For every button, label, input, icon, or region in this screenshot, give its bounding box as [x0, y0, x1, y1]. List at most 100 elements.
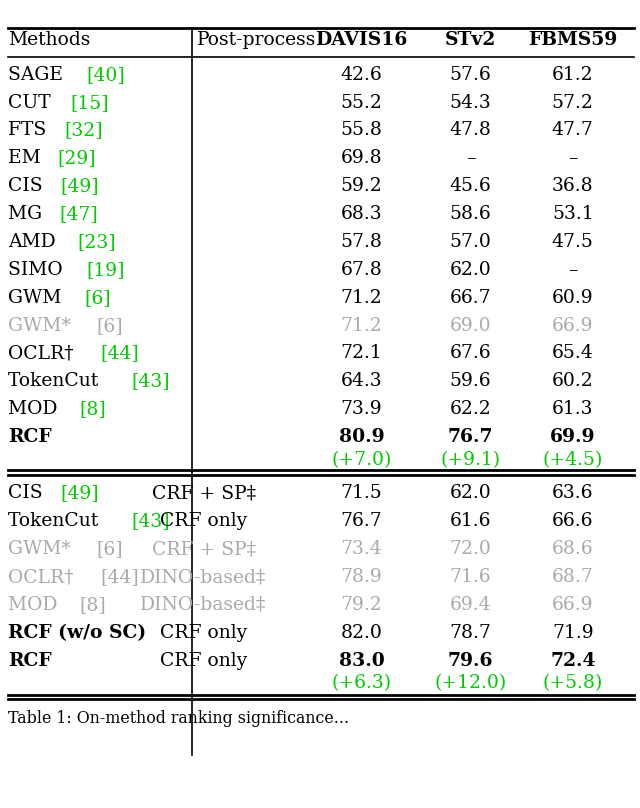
Text: [47]: [47]	[60, 205, 98, 223]
Text: 76.7: 76.7	[447, 428, 493, 446]
Text: –: –	[568, 261, 577, 279]
Text: 79.2: 79.2	[340, 595, 383, 614]
Text: 78.7: 78.7	[449, 624, 492, 642]
Text: SIMO: SIMO	[8, 261, 68, 279]
Text: 58.6: 58.6	[449, 205, 492, 223]
Text: 68.3: 68.3	[340, 205, 383, 223]
Text: 73.9: 73.9	[340, 400, 383, 419]
Text: [32]: [32]	[65, 121, 104, 140]
Text: 82.0: 82.0	[340, 624, 383, 642]
Text: 72.4: 72.4	[550, 651, 596, 670]
Text: 69.9: 69.9	[550, 428, 596, 446]
Text: 76.7: 76.7	[340, 512, 383, 530]
Text: [23]: [23]	[77, 233, 116, 251]
Text: [19]: [19]	[86, 261, 124, 279]
Text: 45.6: 45.6	[449, 177, 492, 196]
Text: CIS: CIS	[8, 484, 48, 503]
Text: 71.6: 71.6	[449, 568, 492, 586]
Text: Table 1: On-method ranking significance...: Table 1: On-method ranking significance.…	[8, 710, 349, 727]
Text: 67.6: 67.6	[449, 344, 492, 363]
Text: MOD: MOD	[8, 595, 63, 614]
Text: 72.1: 72.1	[340, 344, 383, 363]
Text: 64.3: 64.3	[340, 372, 383, 390]
Text: (+7.0): (+7.0)	[332, 451, 392, 469]
Text: 66.9: 66.9	[552, 317, 593, 335]
Text: 57.8: 57.8	[340, 233, 383, 251]
Text: 62.0: 62.0	[449, 484, 492, 503]
Text: 55.2: 55.2	[340, 94, 383, 112]
Text: [6]: [6]	[97, 540, 123, 558]
Text: RCF: RCF	[8, 651, 51, 670]
Text: RCF: RCF	[8, 428, 51, 446]
Text: GWM*: GWM*	[8, 540, 76, 558]
Text: Post-process: Post-process	[197, 32, 317, 49]
Text: [44]: [44]	[100, 344, 139, 363]
Text: GWM*: GWM*	[8, 317, 76, 335]
Text: Methods: Methods	[8, 32, 90, 49]
Text: (+6.3): (+6.3)	[332, 675, 392, 692]
Text: CRF only: CRF only	[160, 651, 247, 670]
Text: 61.2: 61.2	[552, 65, 594, 84]
Text: [40]: [40]	[86, 65, 125, 84]
Text: (+9.1): (+9.1)	[440, 451, 500, 469]
Text: FTS: FTS	[8, 121, 52, 140]
Text: 62.2: 62.2	[449, 400, 492, 419]
Text: OCLR†: OCLR†	[8, 344, 79, 363]
Text: 59.2: 59.2	[340, 177, 383, 196]
Text: 57.0: 57.0	[449, 233, 492, 251]
Text: [44]: [44]	[100, 568, 139, 586]
Text: (+4.5): (+4.5)	[543, 451, 603, 469]
Text: OCLR†: OCLR†	[8, 568, 79, 586]
Text: 66.7: 66.7	[449, 288, 492, 307]
Text: GWM: GWM	[8, 288, 67, 307]
Text: CRF only: CRF only	[160, 624, 247, 642]
Text: –: –	[568, 149, 577, 167]
Text: MOD: MOD	[8, 400, 63, 419]
Text: [8]: [8]	[79, 400, 106, 419]
Text: CIS: CIS	[8, 177, 48, 196]
Text: 71.5: 71.5	[340, 484, 383, 503]
Text: DINO-based‡: DINO-based‡	[140, 595, 267, 614]
Text: 47.5: 47.5	[552, 233, 594, 251]
Text: 71.2: 71.2	[340, 288, 383, 307]
Text: 73.4: 73.4	[340, 540, 383, 558]
Text: 60.9: 60.9	[552, 288, 594, 307]
Text: 66.6: 66.6	[552, 512, 593, 530]
Text: AMD: AMD	[8, 233, 61, 251]
Text: 60.2: 60.2	[552, 372, 594, 390]
Text: SAGE: SAGE	[8, 65, 68, 84]
Text: [49]: [49]	[60, 484, 99, 503]
Text: [29]: [29]	[58, 149, 96, 167]
Text: [6]: [6]	[84, 288, 111, 307]
Text: 63.6: 63.6	[552, 484, 593, 503]
Text: (+5.8): (+5.8)	[543, 675, 603, 692]
Text: –: –	[466, 149, 475, 167]
Text: CRF only: CRF only	[160, 512, 247, 530]
Text: 69.0: 69.0	[449, 317, 492, 335]
Text: 57.2: 57.2	[552, 94, 594, 112]
Text: TokenCut: TokenCut	[8, 512, 104, 530]
Text: 42.6: 42.6	[340, 65, 383, 84]
Text: 68.6: 68.6	[552, 540, 594, 558]
Text: 71.2: 71.2	[340, 317, 383, 335]
Text: 59.6: 59.6	[449, 372, 492, 390]
Text: 69.8: 69.8	[340, 149, 383, 167]
Text: 53.1: 53.1	[552, 205, 594, 223]
Text: 65.4: 65.4	[552, 344, 594, 363]
Text: DAVIS16: DAVIS16	[316, 32, 408, 49]
Text: [43]: [43]	[132, 372, 170, 390]
Text: 62.0: 62.0	[449, 261, 492, 279]
Text: [43]: [43]	[132, 512, 170, 530]
Text: 69.4: 69.4	[449, 595, 492, 614]
Text: 79.6: 79.6	[447, 651, 493, 670]
Text: 78.9: 78.9	[340, 568, 383, 586]
Text: [15]: [15]	[70, 94, 109, 112]
Text: 47.8: 47.8	[449, 121, 492, 140]
Text: 54.3: 54.3	[449, 94, 492, 112]
Text: 36.8: 36.8	[552, 177, 594, 196]
Text: 72.0: 72.0	[449, 540, 492, 558]
Text: 80.9: 80.9	[339, 428, 385, 446]
Text: 67.8: 67.8	[340, 261, 383, 279]
Text: [8]: [8]	[79, 595, 106, 614]
Text: 61.3: 61.3	[552, 400, 593, 419]
